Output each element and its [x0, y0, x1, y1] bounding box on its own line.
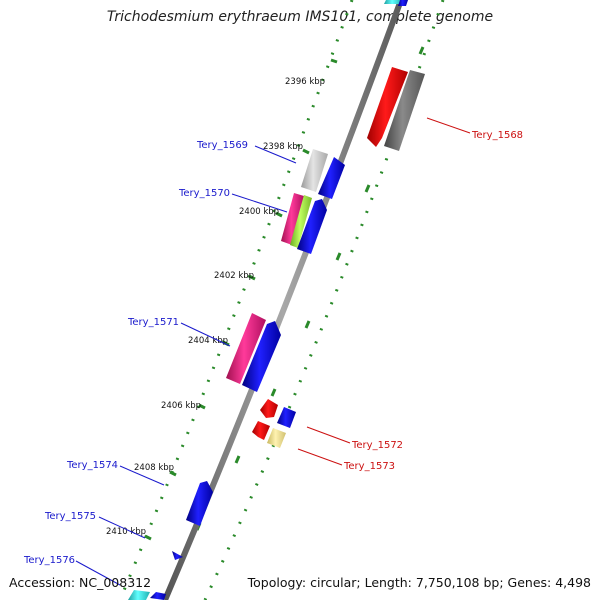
gene-Tery_1573-yellow[interactable] [267, 428, 286, 448]
gene-top-cyan[interactable] [384, 0, 402, 4]
label-Tery_1571[interactable]: Tery_1571 [127, 317, 179, 328]
label-Tery_1575[interactable]: Tery_1575 [44, 511, 96, 522]
gene-Tery_1572[interactable] [260, 399, 296, 428]
tick-label-2406: 2406 kbp [161, 401, 201, 411]
label-Tery_1568[interactable]: Tery_1568 [471, 130, 523, 141]
leader-Tery_1575 [98, 516, 146, 539]
leader-Tery_1571 [180, 322, 231, 347]
label-Tery_1572[interactable]: Tery_1572 [351, 440, 403, 451]
gene-Tery_1570-magenta[interactable] [281, 193, 304, 245]
tick-label-2396: 2396 kbp [285, 77, 325, 87]
gene-Tery_1568-grey[interactable] [384, 70, 425, 151]
gene-Tery_1570-lime[interactable] [290, 195, 312, 248]
gene-Tery_1571-magenta[interactable] [226, 313, 266, 384]
gene-Tery_1569[interactable] [301, 149, 345, 199]
gene-Tery_1571-blue[interactable] [242, 321, 281, 392]
gene-Tery_1573[interactable] [252, 421, 286, 448]
label-Tery_1569[interactable]: Tery_1569 [196, 140, 248, 151]
label-Tery_1573[interactable]: Tery_1573 [343, 461, 395, 472]
gene-Tery_1576-cyan[interactable] [128, 590, 150, 600]
gene-Tery_1575[interactable] [172, 551, 183, 560]
label-Tery_1576[interactable]: Tery_1576 [23, 555, 75, 566]
genome-summary-text: Topology: circular; Length: 7,750,108 bp… [247, 575, 591, 590]
tick-label-2402: 2402 kbp [214, 271, 254, 281]
inner-dotted-ring [118, 0, 354, 600]
leader-Tery_1569 [254, 145, 297, 164]
tick-label-2410: 2410 kbp [106, 527, 146, 537]
gene-Tery_1568-red[interactable] [367, 67, 408, 147]
outer-dotted-ring [203, 0, 445, 600]
tick-label-2398: 2398 kbp [263, 142, 303, 152]
gene-Tery_1569-blue[interactable] [318, 157, 345, 199]
tick-label-2400: 2400 kbp [239, 207, 279, 217]
gene-Tery_1573-red[interactable] [252, 421, 270, 440]
leader-Tery_1574 [119, 465, 165, 486]
gene-Tery_1572-blue[interactable] [277, 407, 296, 428]
gene-Tery_1570[interactable] [281, 193, 327, 254]
leader-Tery_1568 [426, 117, 471, 134]
gene-Tery_1574[interactable] [186, 481, 213, 526]
leader-Tery_1573 [297, 448, 343, 466]
gene-Tery_1569-grey[interactable] [301, 149, 328, 192]
gene-top-blue[interactable] [398, 0, 408, 6]
inner-tick-marks [144, 58, 338, 541]
tick-label-2408: 2408 kbp [134, 463, 174, 473]
gene-Tery_1572-red[interactable] [260, 399, 278, 418]
gene-Tery_1570-blue[interactable] [297, 199, 327, 254]
gene-Tery_1576-blue[interactable] [150, 592, 166, 600]
leader-Tery_1576 [75, 560, 121, 586]
tick-label-2404: 2404 kbp [188, 336, 228, 346]
label-Tery_1570[interactable]: Tery_1570 [178, 188, 230, 199]
accession-text: Accession: NC_008312 [9, 575, 152, 590]
gene-Tery_1571[interactable] [226, 313, 281, 392]
leader-Tery_1572 [306, 426, 351, 444]
gene-Tery_1568[interactable] [367, 67, 425, 151]
leader-Tery_1570 [231, 193, 288, 213]
label-Tery_1574[interactable]: Tery_1574 [66, 460, 118, 471]
